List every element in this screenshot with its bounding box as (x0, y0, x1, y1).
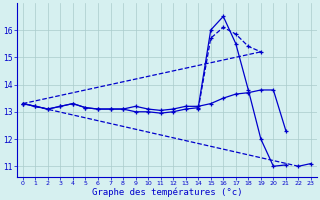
X-axis label: Graphe des températures (°c): Graphe des températures (°c) (92, 188, 242, 197)
